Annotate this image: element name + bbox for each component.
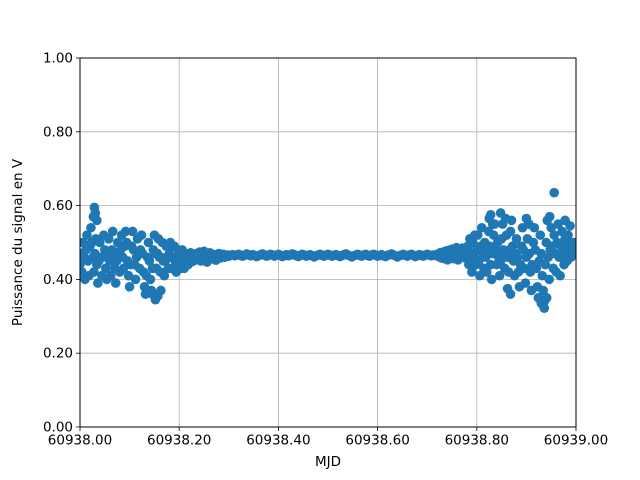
data-point (485, 210, 496, 220)
ticks-layer: 60938.00 60938.20 60938.40 60938.60 60938.80… (43, 51, 608, 449)
data-point (89, 267, 99, 277)
data-point (565, 221, 575, 231)
data-point (95, 237, 105, 248)
data-point (520, 278, 531, 288)
data-point (467, 267, 477, 277)
data-point (490, 245, 501, 255)
data-point (104, 256, 115, 266)
data-point (86, 222, 96, 233)
data-point (93, 278, 103, 288)
data-point (544, 211, 555, 222)
y-axis-label: Puissance du signal en V (10, 158, 26, 326)
data-point (144, 256, 155, 266)
data-point (468, 237, 478, 248)
data-point (143, 237, 154, 248)
data-point (555, 270, 565, 281)
data-point (92, 215, 102, 226)
data-point (120, 226, 131, 237)
data-point (124, 281, 135, 292)
data-point (127, 226, 138, 237)
y-tick-label: 0.60 (43, 198, 73, 214)
data-point (136, 230, 147, 240)
data-point (538, 285, 549, 296)
data-point (507, 241, 518, 251)
data-point (570, 245, 576, 255)
data-point (535, 230, 546, 240)
data-point (130, 274, 141, 285)
data-point (528, 237, 539, 248)
data-point (156, 285, 166, 296)
y-tick-label: 0.20 (43, 346, 73, 362)
x-tick-label: 60938.00 (48, 433, 112, 449)
data-point (563, 230, 573, 240)
data-point (110, 278, 121, 288)
data-point (524, 219, 534, 229)
data-point (159, 270, 170, 281)
data-point (90, 208, 101, 218)
data-point (487, 219, 498, 229)
data-point (494, 270, 505, 281)
data-point (464, 259, 474, 270)
data-point (103, 234, 114, 244)
data-point (505, 289, 516, 299)
data-point (549, 187, 559, 198)
y-tick-label: 0.80 (43, 124, 73, 140)
x-axis-label: MJD (315, 454, 341, 470)
y-tick-label: 1.00 (43, 51, 73, 67)
y-tick-label: 0.40 (43, 272, 73, 288)
data-point (531, 263, 542, 274)
data-point (511, 234, 522, 244)
data-point (481, 267, 492, 277)
data-point (100, 263, 111, 274)
data-point (549, 230, 559, 240)
x-tick-label: 60938.60 (345, 433, 409, 449)
x-tick-label: 60939.00 (544, 433, 608, 449)
data-point (539, 303, 550, 313)
data-point (145, 274, 156, 285)
data-point (512, 252, 523, 263)
data-point (107, 226, 118, 237)
data-point (472, 230, 483, 240)
data-point (486, 274, 497, 285)
data-points-layer (80, 187, 576, 313)
data-point (540, 259, 551, 270)
data-point (569, 237, 576, 248)
data-point (488, 230, 499, 240)
x-tick-label: 60938.80 (445, 433, 509, 449)
y-tick-label: 0.00 (43, 420, 73, 436)
data-point (541, 293, 552, 303)
x-tick-label: 60938.20 (147, 433, 211, 449)
data-point (105, 270, 116, 281)
data-point (82, 230, 92, 240)
data-point (500, 213, 511, 224)
axes-spines (79, 57, 577, 428)
data-point (544, 274, 555, 285)
x-tick-label: 60938.40 (246, 433, 310, 449)
data-point (505, 226, 516, 237)
